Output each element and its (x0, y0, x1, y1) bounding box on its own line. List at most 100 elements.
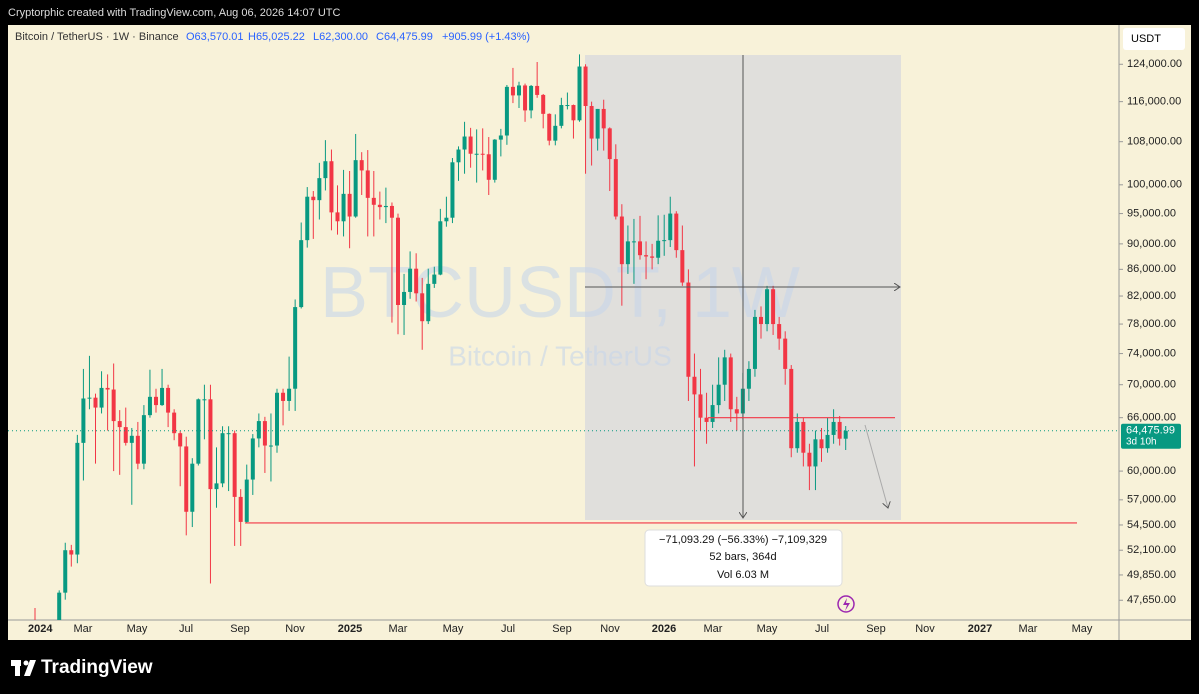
candle-body (686, 282, 691, 377)
candle-body (601, 108, 606, 129)
candle-body (135, 435, 140, 464)
candle-body (347, 193, 352, 217)
candle-body (432, 274, 437, 284)
y-tick-label: 90,000.00 (1127, 238, 1176, 250)
candle-body (559, 105, 564, 126)
candle-body (517, 85, 521, 96)
candle-body (402, 291, 407, 305)
candle-body (105, 387, 110, 390)
candle-body (414, 268, 419, 294)
candle-body (359, 160, 364, 171)
measure-label: −71,093.29 (−56.33%) −7,109,329 52 bars,… (644, 529, 843, 587)
y-tick-label: 108,000.00 (1127, 136, 1182, 148)
candle-body (456, 149, 461, 163)
candle-body (529, 85, 534, 111)
candle-body (462, 136, 467, 150)
y-tick-label: 100,000.00 (1127, 179, 1182, 191)
alert-icon[interactable] (837, 595, 855, 613)
candle-body (819, 439, 824, 449)
candle-body (553, 125, 558, 141)
y-tick-label: 70,000.00 (1127, 379, 1176, 391)
candle-body (716, 384, 721, 406)
candle-body (698, 394, 703, 418)
candle-body (75, 442, 80, 555)
y-tick-label: 66,000.00 (1127, 412, 1176, 424)
candle-body (704, 417, 709, 422)
candle-body (523, 85, 528, 111)
candle-body (595, 108, 600, 139)
candle-body (141, 415, 146, 464)
candle-body (317, 178, 322, 201)
candle-body (771, 289, 776, 325)
currency-box[interactable] (1123, 28, 1185, 50)
candle-body (178, 433, 183, 447)
candle-body (287, 388, 292, 401)
y-tick-label: 54,500.00 (1127, 519, 1176, 531)
y-tick-label: 57,000.00 (1127, 494, 1176, 506)
x-tick-label: Sep (866, 623, 886, 635)
x-tick-label: Jul (179, 623, 193, 635)
candle-body (837, 421, 842, 439)
logo (11, 660, 36, 676)
candle-body (692, 376, 697, 395)
candle-body (281, 392, 286, 401)
candle-body (353, 160, 358, 217)
candle-body (123, 427, 128, 443)
candle-body (825, 434, 830, 449)
candle-body (426, 283, 431, 322)
candle-body (383, 205, 388, 208)
x-tick-label: May (1072, 623, 1093, 635)
candle-body (510, 86, 515, 96)
candle-body (486, 154, 491, 180)
watermark-sub: Bitcoin / TetherUS (448, 340, 672, 371)
x-tick-label: Nov (915, 623, 935, 635)
y-tick-label: 52,100.00 (1127, 544, 1176, 556)
currency: USDT (1131, 33, 1161, 45)
ohlc-close: C64,475.99 (376, 31, 433, 43)
candle-body (625, 241, 630, 265)
candle-body (232, 433, 237, 497)
candle-body (196, 399, 201, 464)
candle-body (438, 221, 443, 275)
candle-body (311, 196, 316, 201)
x-tick-label: Mar (389, 623, 408, 635)
candle-body (220, 433, 225, 484)
x-tick-label: Nov (285, 623, 305, 635)
x-tick-label: 2024 (28, 623, 53, 635)
measure-box (644, 529, 843, 587)
x-tick-label: Mar (1019, 623, 1038, 635)
candle-body (674, 213, 679, 251)
candle-body (807, 452, 812, 467)
candle-body (583, 66, 588, 107)
candle-body (111, 389, 116, 422)
candle-body (268, 445, 273, 447)
candle-body (202, 399, 207, 401)
candle-body (492, 139, 497, 180)
candle-body (335, 212, 340, 222)
candle-body (468, 136, 473, 154)
y-tick-label: 47,650.00 (1127, 594, 1176, 606)
candle-body (795, 421, 800, 449)
y-tick-label: 74,000.00 (1127, 347, 1176, 359)
candle-body (154, 396, 158, 406)
candle-body (396, 217, 400, 305)
candle-body (293, 307, 298, 389)
measure-text: 52 bars, 364d (709, 551, 776, 563)
y-tick-label: 82,000.00 (1127, 290, 1176, 302)
symbol: Bitcoin / TetherUS · 1W · Binance (15, 31, 179, 43)
x-tick-label: Nov (600, 623, 620, 635)
ohlc-open: O63,570.01 (186, 31, 244, 43)
brand: TradingView (41, 657, 153, 678)
candle-body (420, 293, 425, 322)
candle-body (190, 463, 195, 512)
candle-body (631, 241, 636, 243)
candle-body (607, 128, 612, 160)
candle-body (226, 433, 231, 435)
candle-body (759, 316, 763, 325)
x-tick-label: Mar (74, 623, 93, 635)
credit: Cryptorphic created with TradingView.com… (8, 7, 340, 19)
candle-body (498, 135, 503, 140)
y-tick-label: 116,000.00 (1127, 96, 1181, 108)
